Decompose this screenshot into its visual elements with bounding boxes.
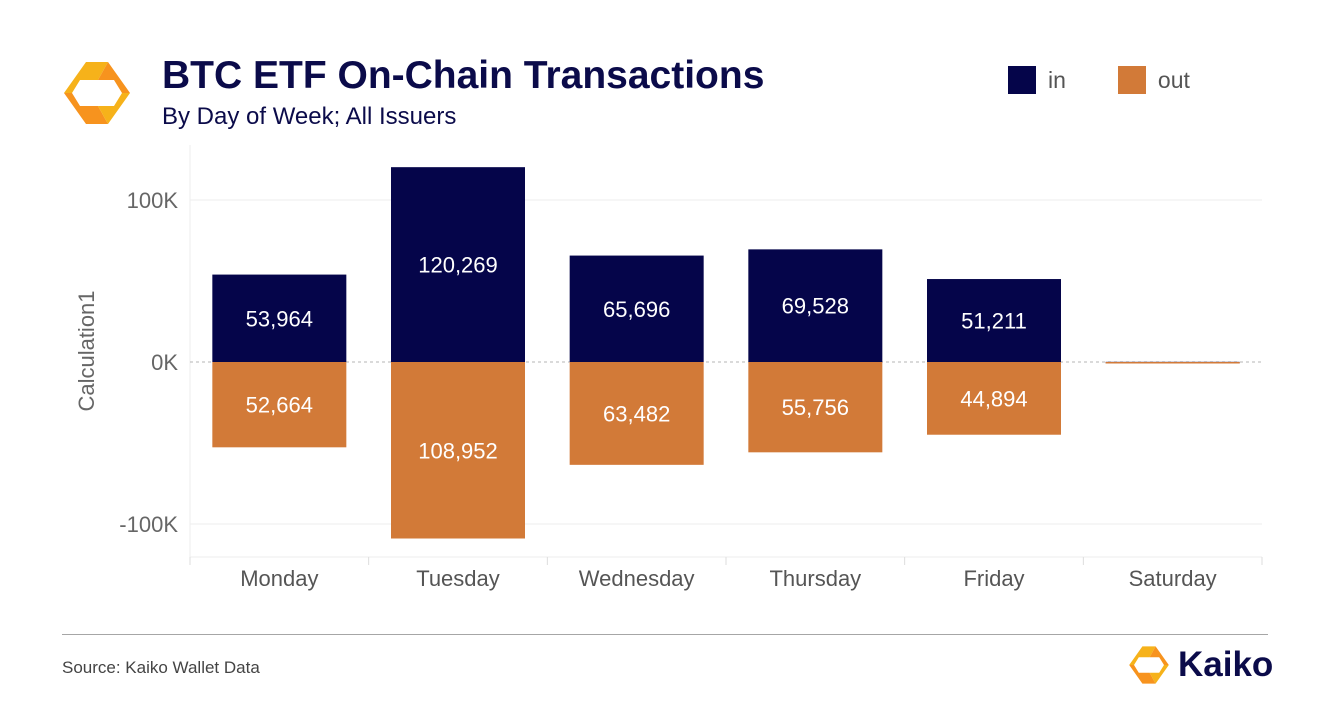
data-label-in-monday: 53,964 <box>246 306 313 331</box>
y-tick-label-2: -100K <box>119 512 178 537</box>
x-tick-label-thursday: Thursday <box>769 566 861 591</box>
bar-out-monday <box>212 362 347 448</box>
legend-swatch-out <box>1117 66 1146 94</box>
kaiko-logo-icon <box>64 62 130 124</box>
footer-divider <box>62 634 1268 635</box>
x-tick-label-monday: Monday <box>240 566 318 591</box>
chart-legend: in out <box>1008 66 1190 94</box>
data-label-in-friday: 51,211 <box>961 309 1027 334</box>
bar-out-wednesday <box>569 362 704 465</box>
data-label-out-wednesday: 63,482 <box>603 401 670 426</box>
data-label-out-monday: 52,664 <box>246 393 313 418</box>
legend-label-in: in <box>1048 66 1066 93</box>
y-axis-title: Calculation1 <box>74 290 99 411</box>
brand-name: Kaiko <box>1178 645 1274 684</box>
bar-out-thursday <box>748 362 883 453</box>
data-label-in-tuesday: 120,269 <box>418 253 498 278</box>
x-tick-label-saturday: Saturday <box>1129 566 1217 591</box>
legend-label-out: out <box>1157 66 1190 93</box>
bar-in-monday <box>212 274 347 362</box>
brand-logo: Kaiko <box>1128 644 1273 686</box>
x-tick-label-tuesday: Tuesday <box>416 566 500 591</box>
data-label-out-friday: 44,894 <box>960 386 1027 411</box>
source-note: Source: Kaiko Wallet Data <box>62 658 260 677</box>
data-label-out-tuesday: 108,952 <box>418 438 498 463</box>
legend-item-in: in <box>1008 66 1066 94</box>
chart-subtitle: By Day of Week; All Issuers <box>162 103 457 130</box>
x-tick-label-friday: Friday <box>963 566 1024 591</box>
legend-item-out: out <box>1117 66 1190 94</box>
data-label-out-thursday: 55,756 <box>782 395 849 420</box>
x-tick-label-wednesday: Wednesday <box>579 566 695 591</box>
bar-out-friday <box>927 362 1061 435</box>
bar-in-friday <box>927 279 1061 362</box>
bar-in-wednesday <box>569 255 704 362</box>
bar-in-thursday <box>748 249 883 362</box>
data-label-in-thursday: 69,528 <box>782 294 849 319</box>
legend-swatch-in <box>1008 66 1036 94</box>
y-tick-label-1: 0K <box>151 350 178 375</box>
chart-title: BTC ETF On-Chain Transactions <box>162 54 765 97</box>
y-tick-label-0: 100K <box>127 188 179 213</box>
kaiko-brand-icon <box>1129 646 1169 684</box>
data-label-in-wednesday: 65,696 <box>603 297 670 322</box>
bar-in-tuesday <box>391 167 525 362</box>
bar-out-saturday <box>1105 362 1240 364</box>
bar-out-tuesday <box>391 362 525 539</box>
bar-chart: 100K 0K -100K Calculation1 53,964 120,269 65,6… <box>74 145 1263 591</box>
